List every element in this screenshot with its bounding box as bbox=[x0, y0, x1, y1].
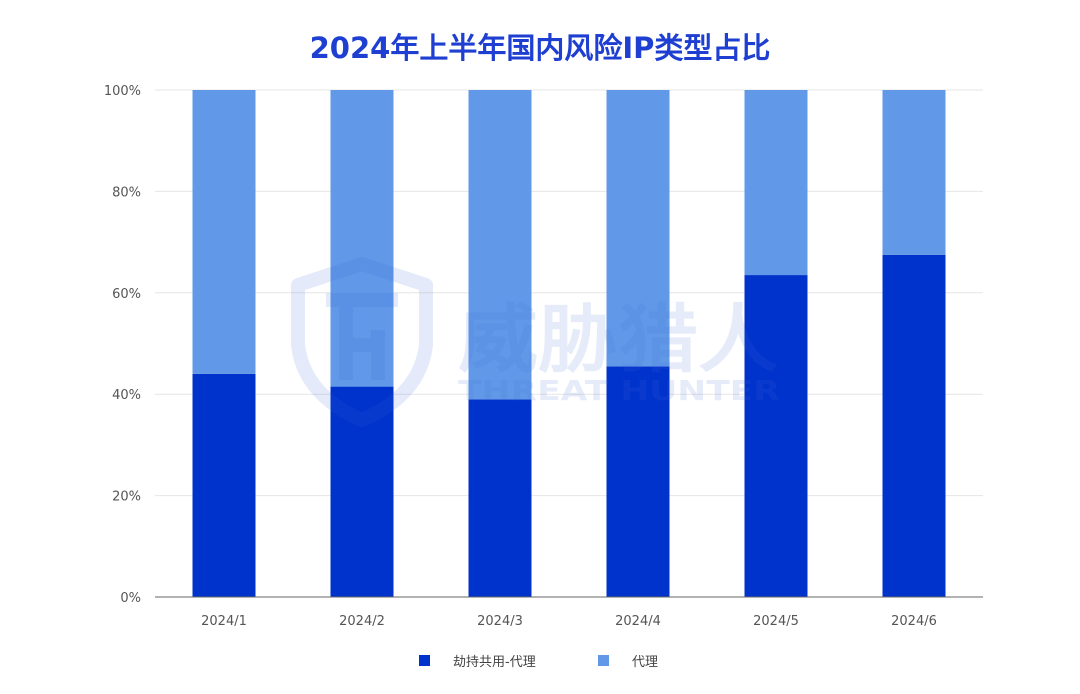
bar-proxy-4 bbox=[606, 90, 670, 367]
bar-proxy-6 bbox=[882, 90, 946, 255]
bar-hijack-proxy-4 bbox=[606, 366, 670, 597]
bar-proxy-3 bbox=[468, 90, 532, 400]
y-tick-label: 20% bbox=[112, 490, 141, 505]
watermark-logo-mark bbox=[326, 293, 398, 380]
legend-swatch bbox=[598, 655, 609, 666]
y-tick-label: 40% bbox=[112, 388, 141, 403]
bar-hijack-proxy-3 bbox=[468, 399, 532, 597]
bar-proxy-1 bbox=[192, 90, 256, 374]
legend-label: 代理 bbox=[632, 655, 658, 670]
y-axis: 0% 20% 40% 60% 80% 100% bbox=[104, 84, 141, 606]
chart-title: 2024年上半年国内风险IP类型占比 bbox=[310, 31, 771, 65]
bar-hijack-proxy-2 bbox=[330, 386, 394, 597]
watermark-shield-logo bbox=[291, 257, 433, 427]
bar-hijack-proxy-5 bbox=[744, 275, 808, 597]
bars bbox=[192, 90, 946, 597]
bar-proxy-2 bbox=[330, 90, 394, 387]
x-tick-label: 2024/5 bbox=[753, 614, 799, 629]
y-tick-label: 60% bbox=[112, 287, 141, 302]
y-tick-label: 0% bbox=[120, 591, 141, 606]
bar-hijack-proxy-1 bbox=[192, 373, 256, 597]
x-tick-label: 2024/2 bbox=[339, 614, 385, 629]
bar-hijack-proxy-6 bbox=[882, 254, 946, 597]
grid-lines bbox=[155, 89, 983, 497]
y-tick-label: 80% bbox=[112, 185, 141, 200]
x-tick-label: 2024/6 bbox=[891, 614, 937, 629]
legend-label: 劫持共用-代理 bbox=[453, 655, 536, 670]
watermark: 威胁猎人 THREAT HUNTER bbox=[291, 257, 780, 427]
watermark-brand: 威胁猎人 bbox=[458, 297, 778, 383]
y-tick-label: 100% bbox=[104, 84, 141, 99]
x-tick-label: 2024/4 bbox=[615, 614, 661, 629]
legend-swatch bbox=[419, 655, 430, 666]
x-axis: 2024/1 2024/2 2024/3 2024/4 2024/5 2024/6 bbox=[201, 614, 937, 629]
bar-proxy-5 bbox=[744, 90, 808, 276]
x-tick-label: 2024/3 bbox=[477, 614, 523, 629]
watermark-brand-en: THREAT HUNTER bbox=[458, 374, 780, 407]
legend: 劫持共用-代理 代理 bbox=[419, 655, 658, 670]
x-tick-label: 2024/1 bbox=[201, 614, 247, 629]
